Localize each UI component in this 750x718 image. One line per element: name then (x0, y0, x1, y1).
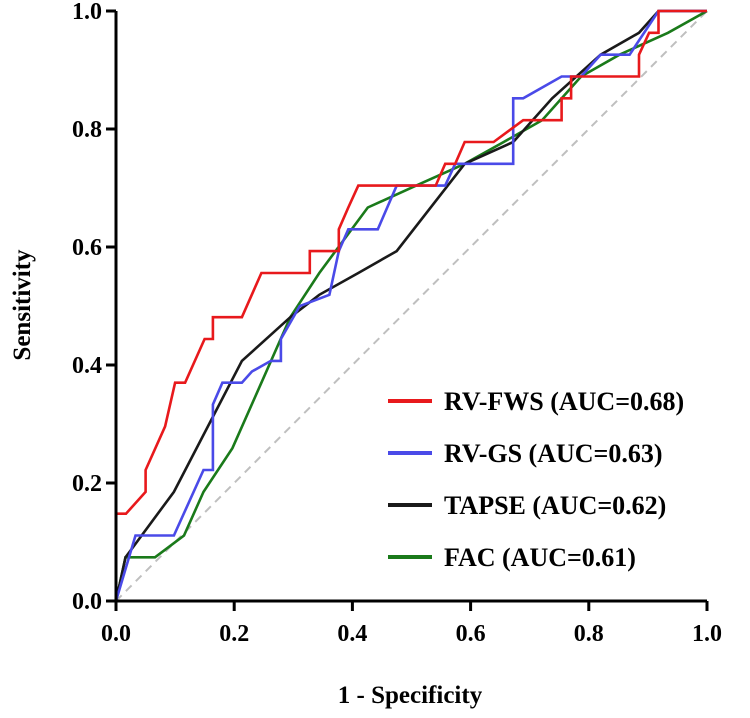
y-tick-label: 0.2 (72, 471, 102, 497)
y-tick-label: 1.0 (72, 0, 102, 25)
y-tick-label: 0.4 (72, 353, 102, 379)
x-tick-label: 0.4 (337, 621, 367, 647)
x-tick-label: 0.6 (456, 621, 486, 647)
y-tick-label: 0.0 (72, 589, 102, 615)
x-tick-label: 0.8 (574, 621, 604, 647)
legend-label-3: FAC (AUC=0.61) (444, 543, 636, 572)
axes-layer (114, 11, 707, 603)
legend: RV-FWS (AUC=0.68) RV-GS (AUC=0.63) TAPSE (… (388, 387, 684, 572)
legend-label-0: RV-FWS (AUC=0.68) (444, 387, 684, 416)
y-tick-label: 0.8 (72, 117, 102, 143)
legend-label-1: RV-GS (AUC=0.63) (444, 439, 663, 468)
x-tick-label: 1.0 (692, 621, 722, 647)
x-tick-label: 0.2 (219, 621, 249, 647)
y-axis-title: Sensitivity (9, 249, 36, 361)
y-tick-label: 0.6 (72, 235, 102, 261)
series-layer (114, 9, 708, 602)
series-line-0 (114, 9, 707, 601)
series-line-2 (114, 9, 707, 602)
y-ticks: 0.0 0.2 0.4 0.6 0.8 1.0 (72, 0, 116, 615)
x-tick-label: 0.0 (101, 621, 131, 647)
x-axis-title: 1 - Specificity (338, 682, 483, 709)
x-ticks: 0.0 0.2 0.4 0.6 0.8 1.0 (101, 601, 722, 647)
legend-label-2: TAPSE (AUC=0.62) (444, 491, 666, 520)
